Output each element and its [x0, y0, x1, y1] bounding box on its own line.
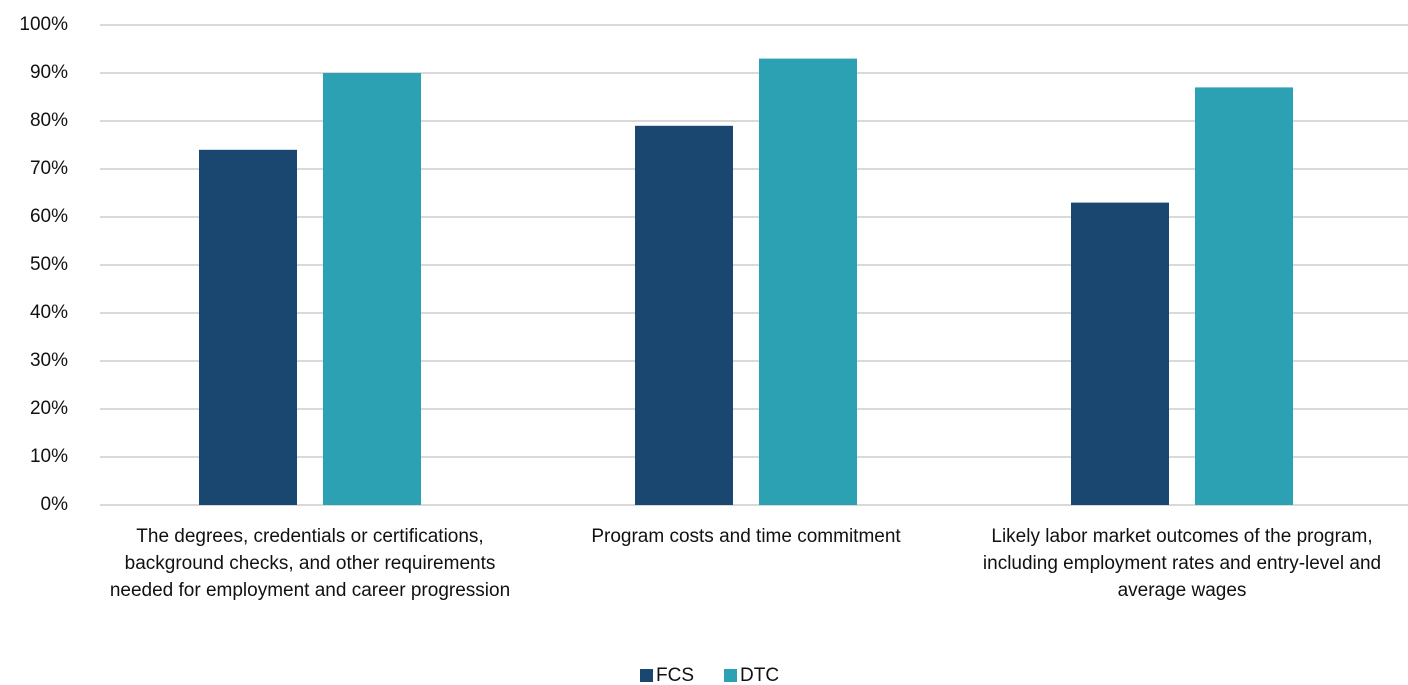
y-tick-label: 90%: [30, 62, 68, 83]
legend-swatch: [724, 669, 737, 682]
legend-swatch: [640, 669, 653, 682]
bar: [635, 125, 733, 506]
x-tick-label: Program costs and time commitment: [591, 526, 901, 547]
bar: [1071, 202, 1169, 505]
y-tick-label: 70%: [30, 158, 68, 179]
bar: [1195, 87, 1293, 506]
y-tick-label: 60%: [30, 206, 68, 227]
y-tick-label: 10%: [30, 446, 68, 467]
legend-label: FCS: [656, 665, 694, 685]
y-tick-label: 100%: [19, 14, 68, 35]
y-tick-label: 30%: [30, 350, 68, 371]
bar: [323, 73, 421, 505]
y-tick-label: 40%: [30, 302, 68, 323]
y-tick-label: 0%: [41, 494, 69, 515]
legend-label: DTC: [740, 665, 779, 685]
y-tick-label: 80%: [30, 110, 68, 131]
x-tick-label: The degrees, credentials or certificatio…: [109, 526, 511, 601]
bar: [199, 149, 297, 506]
bar: [759, 58, 857, 505]
x-tick-label: Likely labor market outcomes of the prog…: [982, 526, 1382, 601]
y-tick-label: 20%: [30, 398, 68, 419]
y-tick-label: 50%: [30, 254, 68, 275]
